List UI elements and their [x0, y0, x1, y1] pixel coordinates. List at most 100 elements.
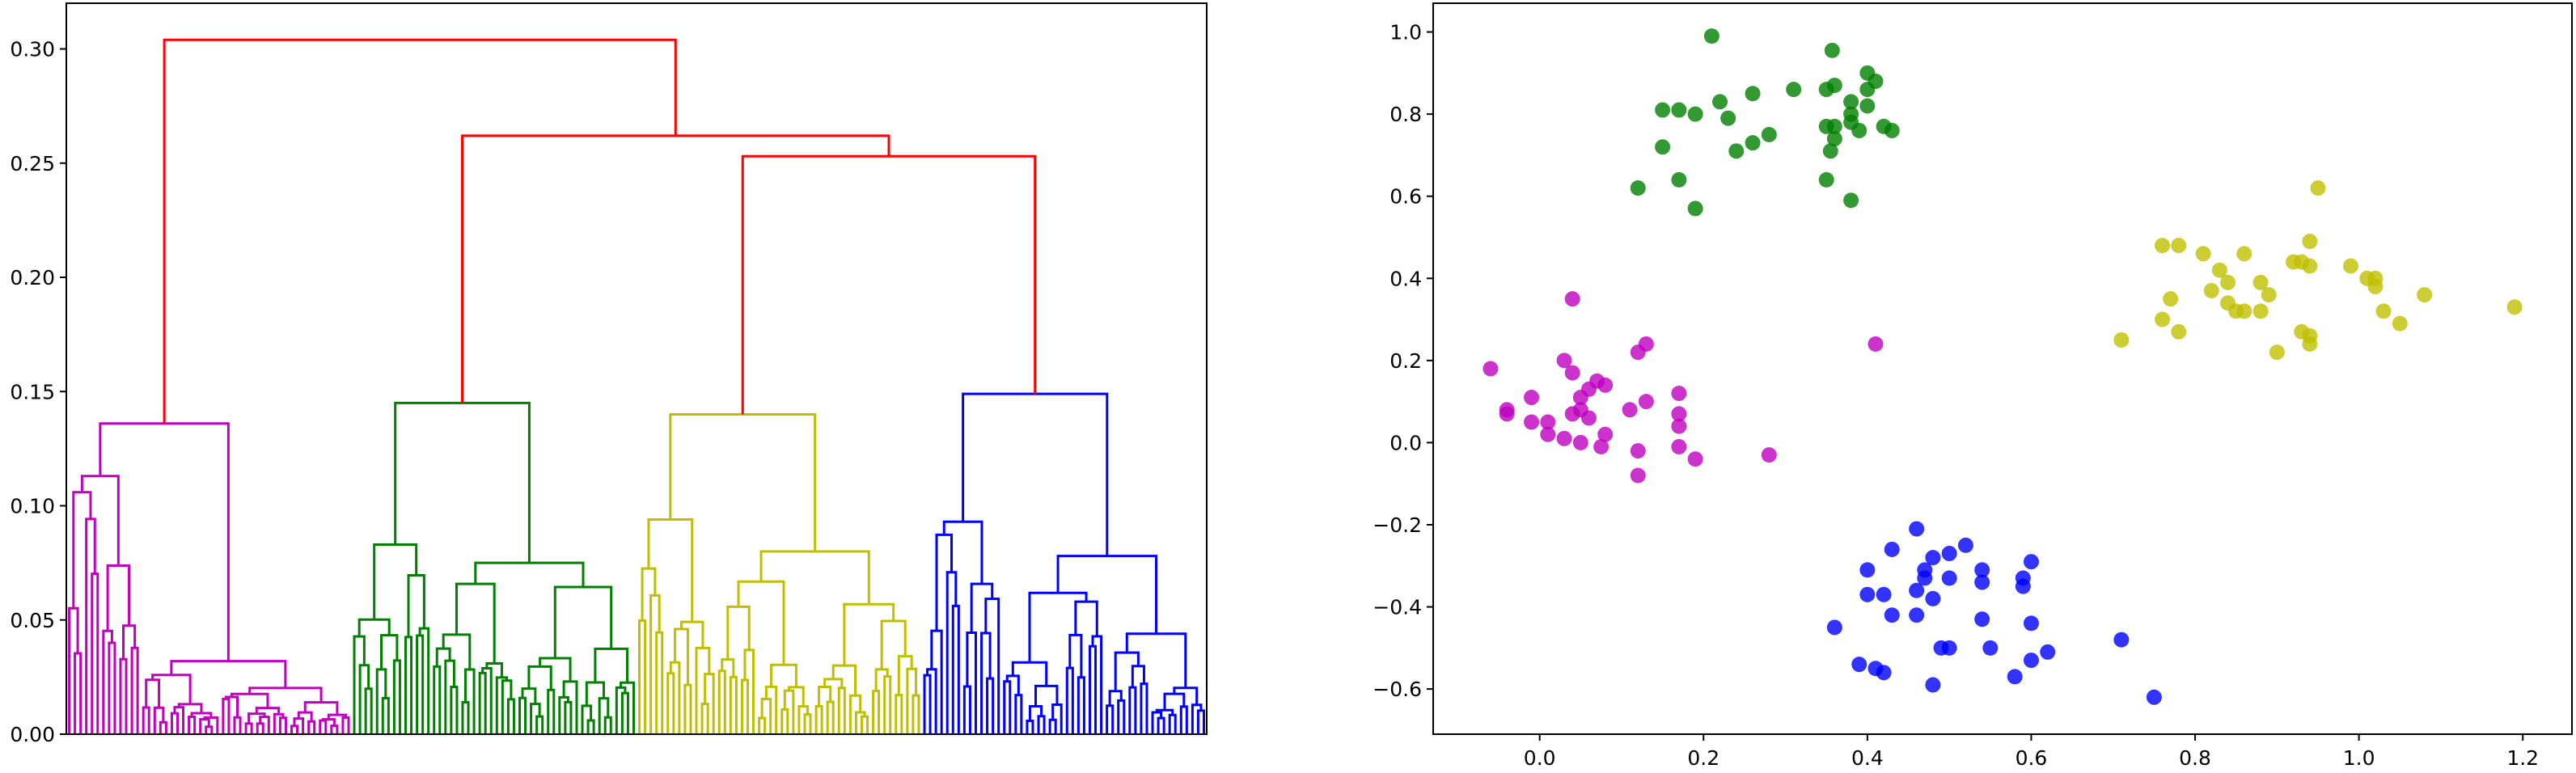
dendrogram-link	[770, 663, 797, 687]
dendrogram-link	[478, 671, 487, 734]
scatter-point	[1941, 640, 1957, 656]
dendrogram-link	[380, 634, 399, 670]
scatter-point	[1499, 406, 1515, 422]
dendrogram-link	[880, 619, 907, 670]
scatter-point	[2236, 246, 2252, 262]
scatter-y-tick-label: 0.4	[1390, 267, 1422, 290]
dendrogram-link	[923, 674, 932, 734]
scatter-point	[2506, 299, 2523, 315]
dendrogram-link	[897, 655, 913, 695]
scatter-point	[1941, 546, 1957, 562]
dendrogram-link	[1048, 718, 1057, 734]
dendrogram-link	[145, 678, 161, 708]
scatter-point	[1884, 607, 1900, 623]
dendrogram-link	[1011, 661, 1048, 686]
scatter-point	[1859, 562, 1876, 578]
dendrogram-link	[760, 698, 772, 734]
dendrogram-link	[293, 717, 305, 734]
dendrogram-link	[1037, 715, 1046, 734]
dendrogram-link	[327, 713, 347, 720]
scatter-point	[1556, 430, 1572, 446]
scatter-point	[1957, 537, 1973, 553]
dendrogram-link	[230, 692, 269, 708]
scatter-point	[1593, 438, 1609, 454]
dendrogram-link	[848, 694, 862, 734]
dendrogram-link	[721, 658, 735, 678]
dendrogram-link	[558, 695, 569, 734]
scatter-point	[1540, 426, 1556, 442]
scatter-point	[1851, 122, 1867, 138]
scatter-point	[2343, 258, 2359, 274]
dendrogram-link	[394, 401, 531, 564]
scatter-point	[1974, 574, 1990, 590]
dendrogram-y-tick-label: 0.10	[10, 495, 55, 518]
scatter-point	[1687, 201, 1703, 217]
scatter-point	[2146, 689, 2162, 705]
scatter-point	[1572, 434, 1588, 450]
scatter-point	[1761, 127, 1777, 143]
dendrogram-link	[392, 659, 401, 734]
dendrogram-link	[485, 662, 503, 678]
dendrogram-link	[518, 696, 527, 734]
dendrogram-link	[930, 629, 943, 734]
dendrogram-link	[407, 573, 425, 637]
scatter-point	[1786, 82, 1802, 98]
dendrogram-link	[506, 698, 515, 734]
dendrogram-link	[874, 668, 889, 691]
scatter-point	[2113, 631, 2130, 648]
dendrogram-link	[803, 713, 812, 734]
scatter-point	[1720, 110, 1736, 126]
scatter-x-tick-label: 0.4	[1851, 746, 1884, 770]
scatter-point	[1974, 611, 1990, 627]
scatter-point	[2203, 283, 2219, 299]
dendrogram-link	[404, 636, 413, 734]
dendrogram-link	[1168, 713, 1177, 734]
dendrogram-link	[906, 667, 917, 734]
scatter-x-tick-label: 1.2	[2506, 746, 2539, 770]
scatter-point	[2171, 238, 2187, 254]
scatter-point	[1671, 171, 1687, 188]
dendrogram-link	[535, 715, 544, 734]
scatter-point	[1687, 451, 1703, 467]
scatter-point	[1712, 94, 1728, 110]
dendrogram-link	[119, 657, 128, 734]
dendrogram-link	[962, 685, 971, 734]
dendrogram-link	[130, 646, 139, 734]
scatter-y-tick-label: 0.2	[1390, 349, 1422, 373]
scatter-point	[2023, 653, 2039, 669]
scatter-x-tick-label: 0.6	[2016, 746, 2048, 770]
dendrogram-link	[986, 677, 995, 734]
dendrogram-link	[826, 700, 835, 734]
scatter-x-tick-label: 0.8	[2179, 746, 2211, 770]
dendrogram-link	[297, 711, 313, 722]
dendrogram-link	[674, 627, 689, 686]
scatter-point	[1671, 385, 1687, 401]
scatter-point	[1909, 607, 1925, 623]
dendrogram-link	[481, 666, 493, 734]
dendrogram-link	[173, 706, 185, 734]
dendrogram-link	[788, 686, 805, 707]
dendrogram-link	[290, 724, 299, 734]
dendrogram-link	[1114, 651, 1140, 691]
scatter-point	[1884, 122, 1900, 138]
dendrogram-link	[726, 605, 751, 660]
dendrogram-link	[823, 678, 844, 688]
dendrogram-link	[177, 703, 203, 714]
scatter-point	[1867, 336, 1884, 353]
dendrogram-link	[303, 701, 339, 716]
dendrogram-link	[233, 716, 242, 734]
dendrogram-link	[142, 706, 150, 734]
scatter-point	[1851, 657, 1867, 673]
dendrogram-link	[1151, 711, 1163, 734]
dendrogram-link	[598, 697, 610, 734]
scatter-point	[1876, 586, 1892, 602]
dendrogram-link	[814, 704, 823, 734]
scatter-point	[2195, 246, 2211, 262]
dendrogram-link	[895, 694, 903, 734]
scatter-y-tick-label: −0.2	[1373, 513, 1422, 537]
dendrogram-link	[970, 582, 994, 633]
dendrogram-link	[108, 641, 116, 734]
dendrogram-link	[837, 686, 846, 734]
dendrogram-link	[444, 659, 455, 734]
